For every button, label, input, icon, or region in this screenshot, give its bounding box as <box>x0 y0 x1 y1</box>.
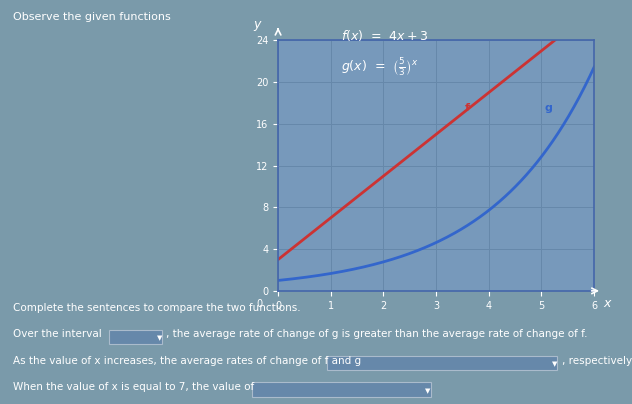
Text: Observe the given functions: Observe the given functions <box>13 12 171 22</box>
Text: x: x <box>604 297 611 309</box>
Text: Complete the sentences to compare the two functions.: Complete the sentences to compare the tw… <box>13 303 300 313</box>
Text: Over the interval: Over the interval <box>13 329 101 339</box>
Text: ▼: ▼ <box>425 388 430 393</box>
Text: , the average rate of change of g is greater than the average rate of change of : , the average rate of change of g is gre… <box>166 329 587 339</box>
Text: ▼: ▼ <box>157 335 162 341</box>
Text: , respectively: , respectively <box>562 356 632 366</box>
Text: When the value of x is equal to 7, the value of: When the value of x is equal to 7, the v… <box>13 382 254 392</box>
Text: g: g <box>544 103 552 114</box>
Text: ▼: ▼ <box>552 362 558 367</box>
Text: As the value of x increases, the average rates of change of f and g: As the value of x increases, the average… <box>13 356 361 366</box>
Text: $g(x)$  =  $\left(\frac{5}{3}\right)^x$: $g(x)$ = $\left(\frac{5}{3}\right)^x$ <box>341 57 418 78</box>
Text: $f(x)$  =  $4x + 3$: $f(x)$ = $4x + 3$ <box>341 28 429 43</box>
Text: f: f <box>465 103 470 114</box>
Text: y: y <box>253 18 261 31</box>
Text: 0: 0 <box>257 299 263 309</box>
